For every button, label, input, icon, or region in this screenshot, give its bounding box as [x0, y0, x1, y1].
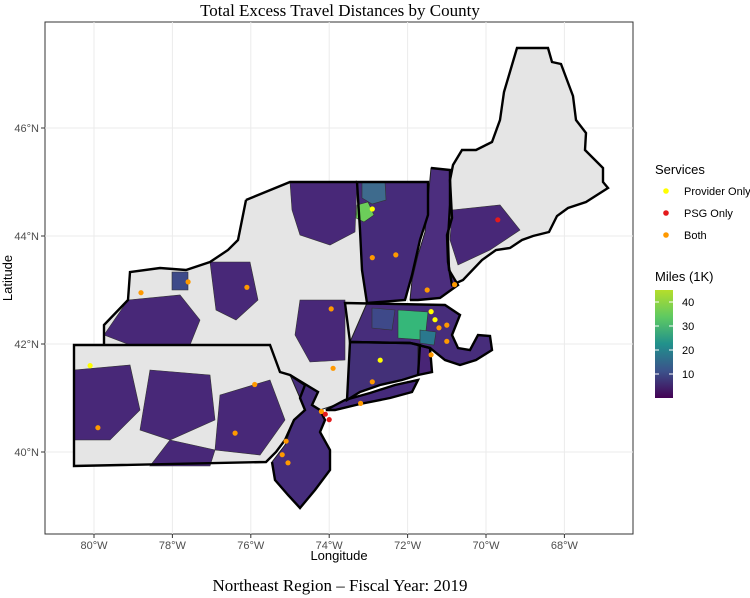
service-point: [377, 357, 383, 363]
services-legend: Services Provider Only PSG Only Both: [655, 162, 750, 242]
service-point: [424, 287, 430, 293]
service-point: [428, 352, 434, 358]
service-point: [283, 438, 289, 444]
service-point: [444, 338, 450, 344]
county-fills: [73, 181, 521, 467]
x-tick-label: 74°W: [316, 540, 344, 552]
service-point: [358, 400, 364, 406]
y-axis-label: Latitude: [0, 255, 15, 301]
service-point: [369, 206, 375, 212]
miles-legend-title: Miles (1K): [655, 269, 714, 284]
y-tick-label: 44°N: [14, 231, 39, 243]
service-point: [393, 252, 399, 258]
colorbar-tick-label: 20: [682, 345, 694, 357]
service-point: [432, 317, 438, 323]
service-point: [326, 417, 332, 423]
service-point: [444, 322, 450, 328]
x-tick-label: 80°W: [80, 540, 108, 552]
chart-title: Total Excess Travel Distances by County: [200, 1, 480, 20]
service-point: [95, 425, 101, 431]
service-point: [138, 290, 144, 296]
legend-item-label: Provider Only: [684, 186, 750, 198]
service-point: [318, 408, 324, 415]
service-point: [279, 452, 285, 458]
service-point: [328, 306, 334, 312]
x-axis-ticks: 80°W 78°W 76°W 74°W 72°W 70°W 68°W: [80, 534, 579, 552]
x-tick-label: 68°W: [551, 540, 579, 552]
service-point: [495, 217, 501, 223]
miles-colorbar: [655, 290, 673, 398]
service-point: [87, 363, 93, 369]
service-point: [232, 430, 238, 436]
service-point: [428, 309, 434, 315]
x-tick-label: 78°W: [159, 540, 187, 552]
colorbar-tick-label: 10: [682, 369, 694, 381]
services-legend-title: Services: [655, 162, 705, 177]
legend-key-dot: [663, 232, 669, 238]
service-point: [330, 365, 336, 371]
x-tick-label: 70°W: [472, 540, 500, 552]
miles-legend: Miles (1K) 40 30 20 10: [655, 269, 714, 398]
service-point: [285, 460, 291, 466]
service-point: [436, 325, 442, 331]
colorbar-tick-label: 40: [682, 297, 694, 309]
y-tick-label: 46°N: [14, 123, 39, 135]
service-point: [185, 279, 191, 285]
service-point: [452, 282, 458, 288]
county-highlights: [171, 181, 437, 346]
service-point: [252, 381, 258, 388]
colorbar-tick-label: 30: [682, 321, 694, 333]
service-point: [369, 255, 375, 261]
service-point: [244, 284, 250, 290]
y-axis-ticks: 40°N 42°N 44°N 46°N: [14, 123, 45, 459]
figure-caption: Northeast Region – Fiscal Year: 2019: [212, 576, 468, 595]
service-point: [369, 379, 375, 385]
service-point: [322, 411, 328, 417]
legend-key-dot: [663, 188, 669, 194]
legend-item-label: PSG Only: [684, 208, 733, 220]
y-tick-label: 40°N: [14, 447, 39, 459]
legend-key-dot: [663, 210, 669, 216]
y-tick-label: 42°N: [14, 339, 39, 351]
x-axis-label: Longitude: [310, 548, 367, 563]
state-borders: [72, 46, 610, 510]
x-tick-label: 76°W: [237, 540, 265, 552]
x-tick-label: 72°W: [394, 540, 422, 552]
legend-item-label: Both: [684, 230, 707, 242]
service-points: [87, 206, 501, 466]
